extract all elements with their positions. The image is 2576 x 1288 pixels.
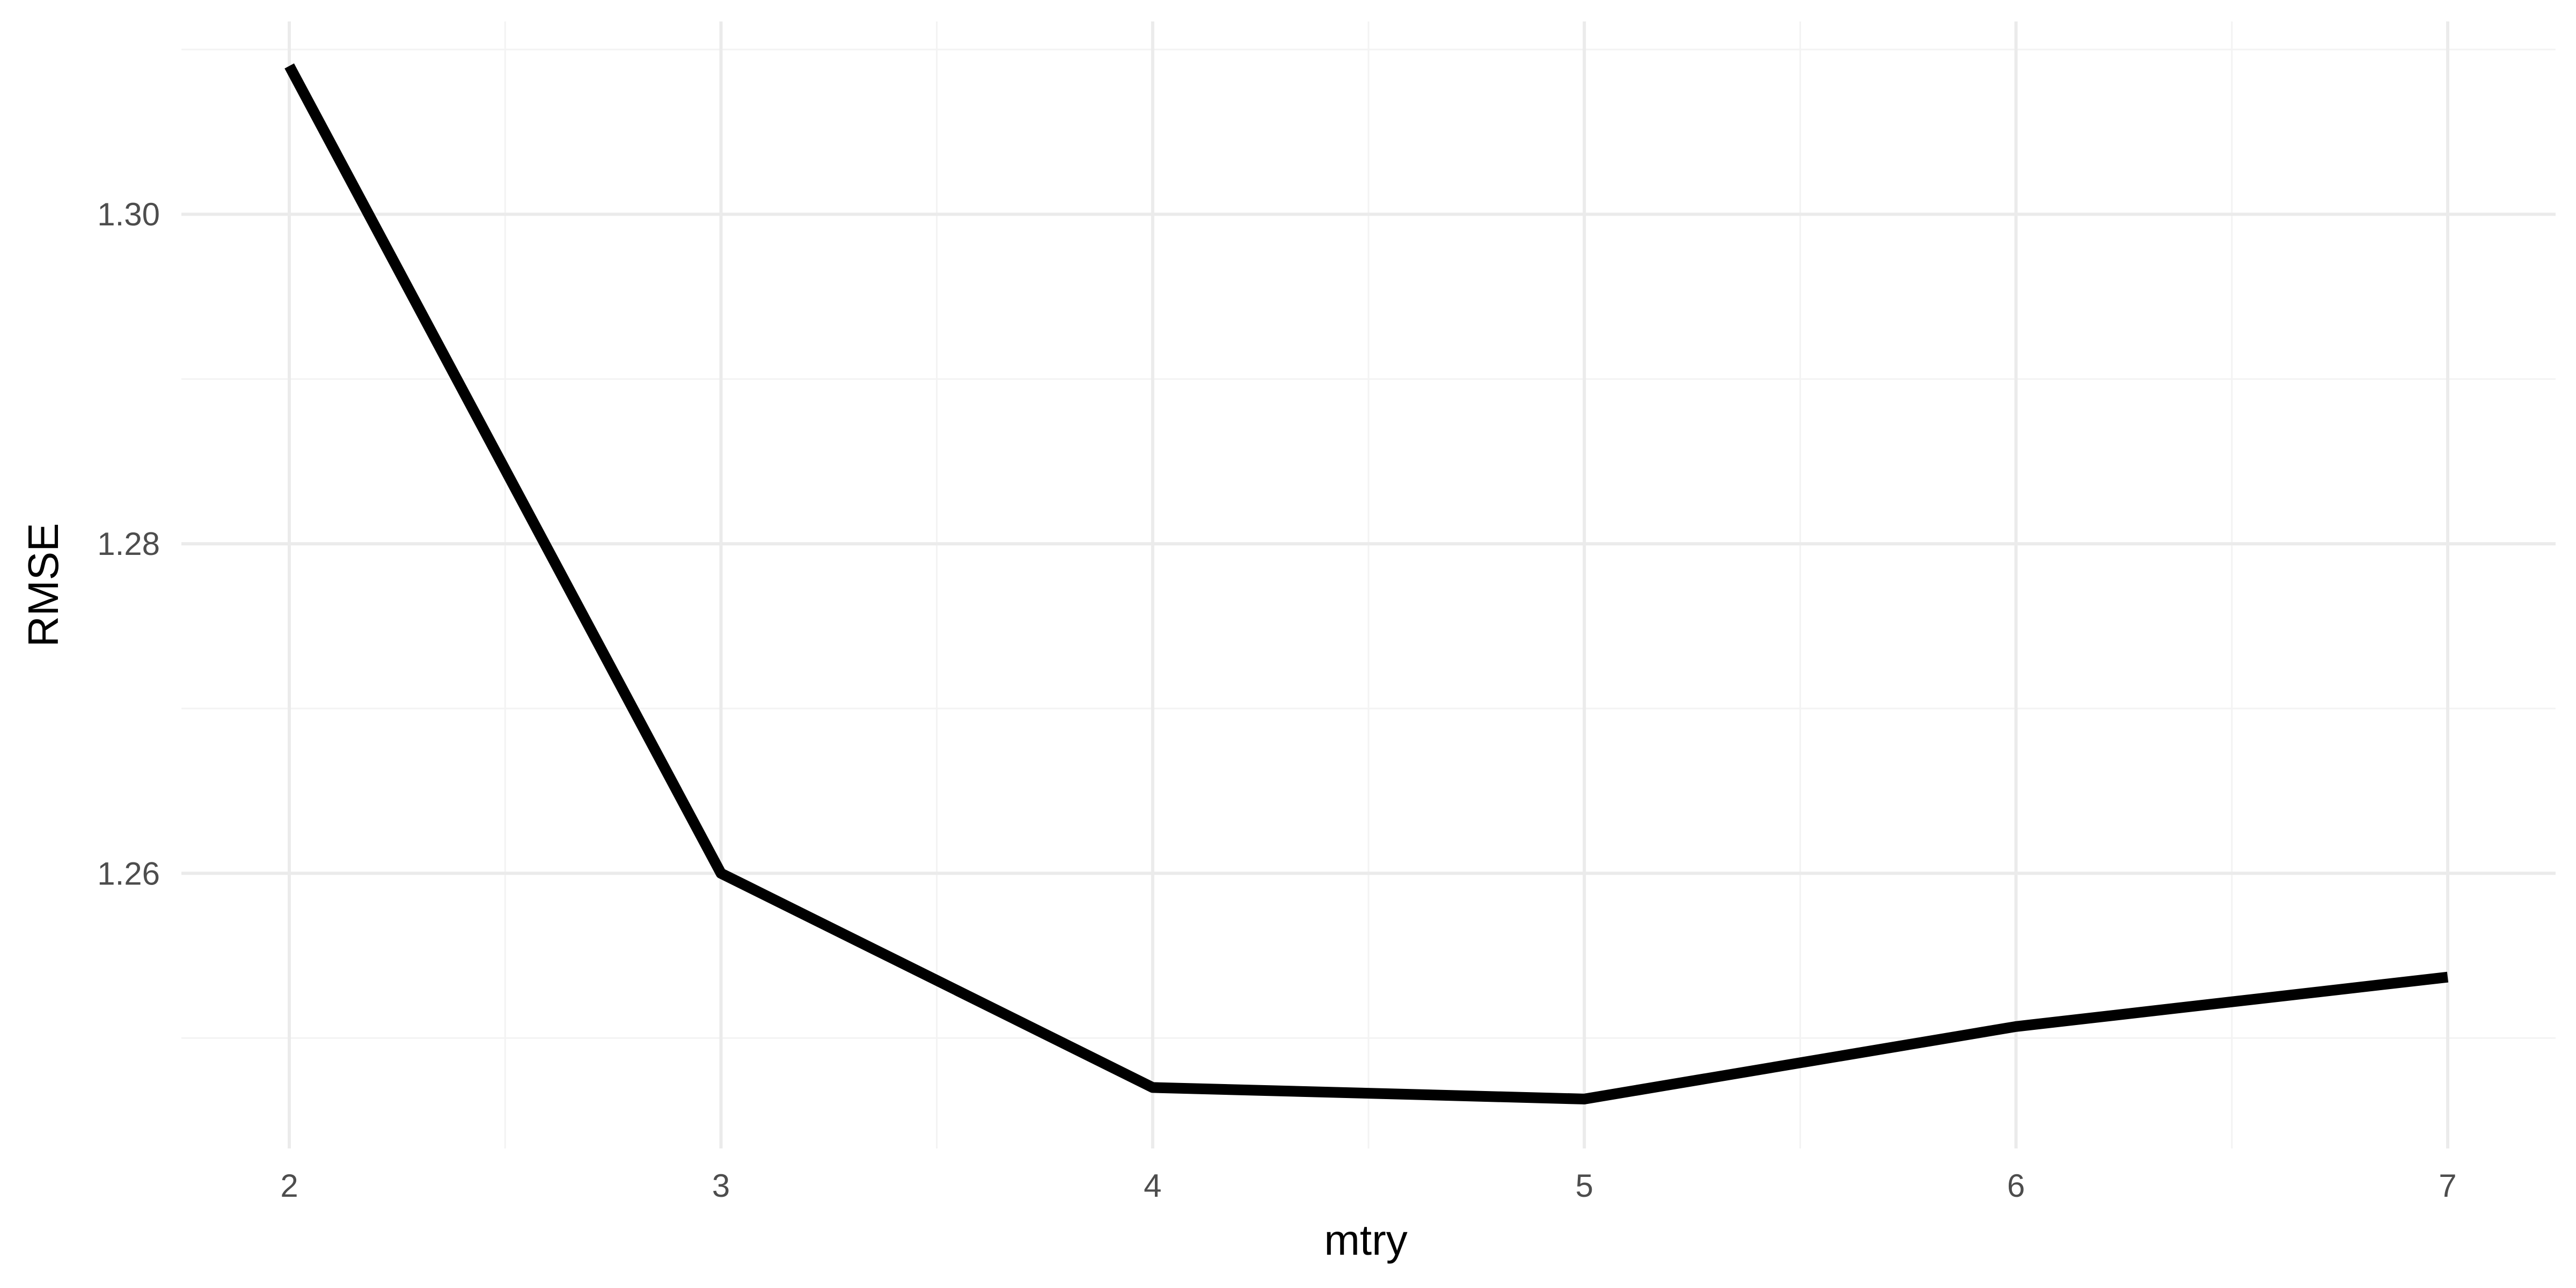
series-line [284,63,2449,1104]
x-tick-label: 7 [2439,1168,2456,1204]
x-tick-label: 6 [2007,1168,2025,1204]
minor-gridlines [181,21,2556,1148]
x-tick-label: 3 [712,1168,730,1204]
major-gridlines [181,21,2556,1148]
x-tick-label: 4 [1144,1168,1161,1204]
x-tick-label: 2 [280,1168,298,1204]
y-axis-title: RMSE [19,523,67,647]
x-axis-tick-labels: 2 3 4 5 6 7 [280,1168,2456,1204]
y-axis-tick-labels: 1.26 1.28 1.30 [97,196,160,891]
data-series [284,63,2449,1104]
y-tick-label: 1.28 [97,526,160,562]
x-axis-title: mtry [1324,1216,1408,1264]
y-tick-label: 1.26 [97,855,160,891]
x-tick-label: 5 [1575,1168,1593,1204]
y-tick-label: 1.30 [97,196,160,232]
